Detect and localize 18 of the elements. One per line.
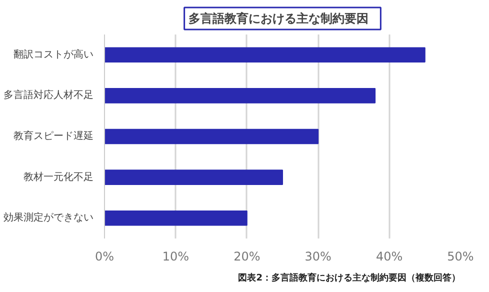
bar xyxy=(104,128,319,144)
x-tick-label: 40% xyxy=(376,250,403,264)
bar xyxy=(104,170,283,185)
x-tick-label: 0% xyxy=(94,250,114,264)
y-tick-label: 効果測定ができない xyxy=(4,212,94,224)
y-tick-label: 多言語対応人材不足 xyxy=(4,89,94,102)
y-tick-label: 教材一元化不足 xyxy=(24,170,94,183)
bar xyxy=(104,88,376,104)
x-tick-label: 50% xyxy=(447,250,474,264)
chart-title: 多言語教育における主な制約要因 xyxy=(188,12,368,26)
y-tick-label: 教育スピード遅延 xyxy=(14,130,94,142)
x-tick-label: 30% xyxy=(304,250,332,264)
bar xyxy=(104,47,426,63)
x-tick-label: 20% xyxy=(234,250,260,264)
bar xyxy=(104,210,248,226)
text: 図表2：多言語教育における主な制約要因（複数回答） xyxy=(238,272,461,284)
y-tick-label: 翻訳コストが高い xyxy=(14,48,94,60)
x-tick-label: 10% xyxy=(162,250,190,264)
